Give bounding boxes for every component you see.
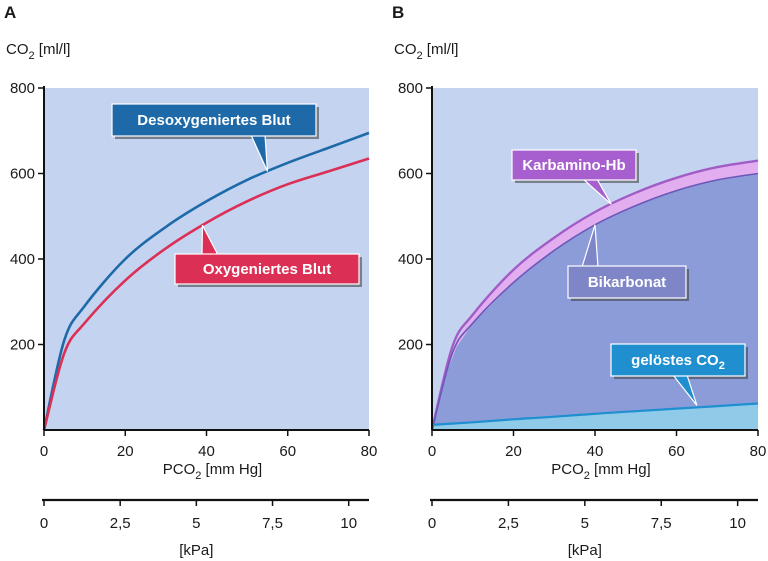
- kpa-tick-label: 5: [581, 515, 589, 532]
- line-karbamino-hb: [430, 159, 759, 431]
- callout-bikarbonat-text: Bikarbonat: [588, 274, 666, 291]
- kpa-axis-title: [kPa]: [179, 542, 213, 559]
- kpa-tick-label: 5: [192, 515, 200, 532]
- callout-bikarbonat: Bikarbonat: [567, 224, 689, 301]
- area-karbamino-hb: [432, 160, 758, 430]
- y-tick-label: 800: [10, 80, 35, 97]
- panel-letter: A: [4, 3, 16, 22]
- x-tick-label: 80: [361, 443, 378, 460]
- y-tick-label: 600: [10, 166, 35, 183]
- kpa-tick-label: 2,5: [498, 515, 519, 532]
- line-desoxygeniertes-blut: [42, 131, 370, 431]
- callout-oxygeniertes-blut: Oxygeniertes Blut: [174, 224, 362, 287]
- line-oxygeniertes-blut: [42, 157, 370, 431]
- kpa-tick-label: 0: [428, 515, 436, 532]
- x-tick-label: 60: [279, 443, 296, 460]
- kpa-tick-label: 7,5: [651, 515, 672, 532]
- x-tick-label: 20: [117, 443, 134, 460]
- x-tick-label: 80: [750, 443, 767, 460]
- callout-karbamino-hb-text: Karbamino-Hb: [522, 157, 625, 174]
- panel-b: B CO2 [ml/l] 200 400 600 800 0 20 40 60 80 PCO2 [mm…: [392, 3, 766, 559]
- kpa-axis-title: [kPa]: [568, 542, 602, 559]
- panel-letter: B: [392, 3, 404, 22]
- line-bikarbonat: [431, 172, 759, 431]
- x-tick-label: 0: [428, 443, 436, 460]
- y-axis-title: CO2 [ml/l]: [394, 41, 458, 62]
- kpa-tick-label: 0: [40, 515, 48, 532]
- x-axis-title: PCO2 [mm Hg]: [163, 461, 262, 482]
- area-geloestes-co2: [432, 403, 758, 430]
- x-tick-label: 60: [668, 443, 685, 460]
- y-tick-label: 600: [398, 166, 423, 183]
- y-tick-label: 400: [398, 251, 423, 268]
- callout-karbamino-hb: Karbamino-Hb: [511, 149, 639, 205]
- callout-oxygeniertes-blut-text: Oxygeniertes Blut: [203, 261, 331, 278]
- callout-desoxygeniertes-blut: Desoxygeniertes Blut: [111, 103, 319, 172]
- y-tick-label: 400: [10, 251, 35, 268]
- kpa-tick-label: 10: [340, 515, 357, 532]
- line-geloestes-co2: [431, 402, 759, 426]
- y-tick-label: 200: [10, 337, 35, 354]
- kpa-tick-label: 10: [729, 515, 746, 532]
- x-tick-label: 40: [587, 443, 604, 460]
- callout-geloestes-co2: gelöstes CO2: [610, 343, 748, 406]
- y-tick-label: 200: [398, 337, 423, 354]
- x-tick-label: 20: [505, 443, 522, 460]
- kpa-tick-label: 7,5: [262, 515, 283, 532]
- callout-geloestes-co2-text: gelöstes CO2: [631, 352, 725, 372]
- panel-a: A CO2 [ml/l] 200 400 600 800 0 20 40 60 80 PCO2 [mm…: [4, 3, 377, 559]
- callout-desoxygeniertes-blut-text: Desoxygeniertes Blut: [137, 112, 290, 129]
- x-tick-label: 0: [40, 443, 48, 460]
- kpa-tick-label: 2,5: [110, 515, 131, 532]
- y-axis-title: CO2 [ml/l]: [6, 41, 70, 62]
- x-axis-title: PCO2 [mm Hg]: [551, 461, 650, 482]
- y-tick-label: 800: [398, 80, 423, 97]
- x-tick-label: 40: [198, 443, 215, 460]
